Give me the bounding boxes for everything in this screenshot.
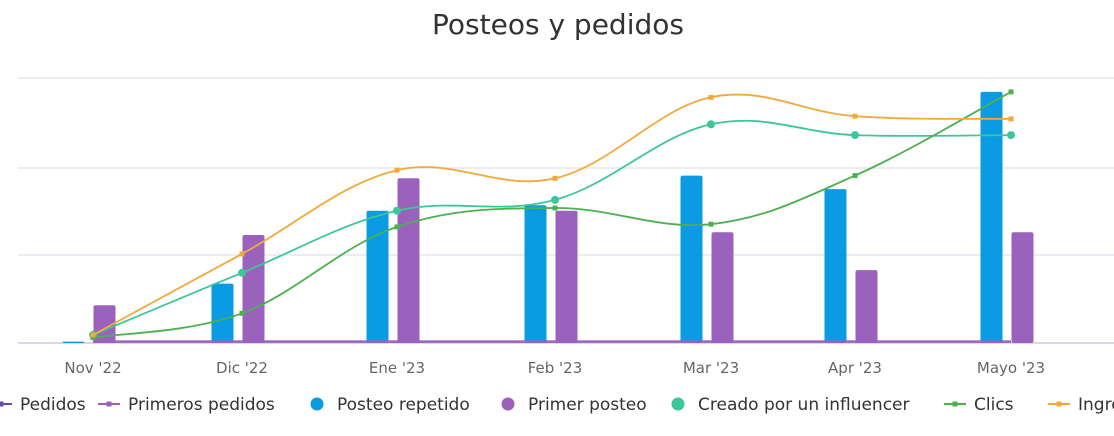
point-clics bbox=[90, 335, 96, 341]
bar-primer-posteo bbox=[93, 305, 116, 343]
legend-label: Primer posteo bbox=[528, 395, 647, 415]
bar-posteo-repetido bbox=[62, 341, 85, 343]
legend-label: Primeros pedidos bbox=[128, 395, 275, 415]
legend-label: Clics bbox=[974, 395, 1014, 415]
legend-item[interactable]: Creado por un influencer bbox=[671, 395, 910, 415]
bar-posteo-repetido bbox=[524, 205, 547, 343]
lines bbox=[89, 89, 1015, 343]
point-creado-por-un-influencer bbox=[551, 195, 559, 204]
legend-marker-dot bbox=[671, 397, 685, 411]
legend-marker-point bbox=[106, 401, 112, 407]
point-ingre bbox=[90, 332, 96, 338]
legend: Pedidos Primeros pedidos Posteo repetido Pr… bbox=[0, 395, 1114, 415]
bar-posteo-repetido bbox=[366, 210, 389, 343]
bars bbox=[62, 91, 1034, 344]
bar-posteo-repetido bbox=[824, 189, 847, 343]
legend-label: Posteo repetido bbox=[337, 395, 470, 415]
chart-title: Posteos y pedidos bbox=[432, 8, 684, 41]
bar-primer-posteo bbox=[855, 270, 878, 343]
legend-item[interactable]: Primer posteo bbox=[501, 395, 647, 415]
bar-primer-posteo bbox=[397, 178, 420, 343]
x-tick-label: Dic '22 bbox=[216, 359, 268, 377]
legend-marker-point bbox=[952, 401, 958, 407]
point-clics bbox=[394, 224, 400, 230]
x-tick-label: Nov '22 bbox=[64, 359, 121, 377]
point-ingre bbox=[239, 251, 245, 257]
bar-primer-posteo bbox=[711, 232, 734, 343]
legend-item[interactable]: Posteo repetido bbox=[310, 395, 470, 415]
x-axis-ticks: Nov '22 Dic '22 Ene '23 Feb '23 Mar '23 Apr '… bbox=[64, 359, 1045, 377]
legend-item[interactable]: Clics bbox=[944, 395, 1014, 415]
point-creado-por-un-influencer bbox=[851, 131, 859, 140]
legend-marker-point bbox=[0, 401, 4, 407]
bar-primer-posteo bbox=[555, 210, 578, 343]
point-ingre bbox=[552, 175, 558, 181]
point-creado-por-un-influencer bbox=[1007, 131, 1015, 140]
point-clics bbox=[1008, 89, 1014, 95]
point-ingre bbox=[708, 94, 714, 100]
legend-label: Ingre bbox=[1078, 395, 1114, 415]
legend-label: Creado por un influencer bbox=[698, 395, 910, 415]
point-ingre bbox=[1008, 116, 1014, 122]
point-creado-por-un-influencer bbox=[393, 206, 401, 215]
legend-item[interactable]: Ingre bbox=[1048, 395, 1114, 415]
bar-posteo-repetido bbox=[680, 175, 703, 343]
x-tick-label: Mayo '23 bbox=[977, 359, 1045, 377]
bar-posteo-repetido bbox=[211, 283, 234, 343]
bar-primer-posteo bbox=[1011, 232, 1034, 343]
legend-label: Pedidos bbox=[20, 395, 86, 415]
x-tick-label: Feb '23 bbox=[528, 359, 583, 377]
point-clics bbox=[239, 310, 245, 316]
legend-marker-dot bbox=[310, 397, 324, 411]
legend-item[interactable]: Primeros pedidos bbox=[98, 395, 275, 415]
legend-marker-dot bbox=[501, 397, 515, 411]
x-tick-label: Apr '23 bbox=[828, 359, 882, 377]
legend-marker-point bbox=[1056, 401, 1062, 407]
legend-item[interactable]: Pedidos bbox=[0, 395, 86, 415]
point-clics bbox=[852, 173, 858, 179]
point-ingre bbox=[852, 113, 858, 119]
point-creado-por-un-influencer bbox=[707, 120, 715, 129]
point-ingre bbox=[394, 167, 400, 173]
bar-primer-posteo bbox=[242, 235, 265, 343]
bar-posteo-repetido bbox=[980, 91, 1003, 344]
x-tick-label: Ene '23 bbox=[369, 359, 425, 377]
point-clics bbox=[708, 221, 714, 227]
x-tick-label: Mar '23 bbox=[683, 359, 739, 377]
point-creado-por-un-influencer bbox=[238, 268, 246, 277]
point-clics bbox=[552, 205, 558, 211]
